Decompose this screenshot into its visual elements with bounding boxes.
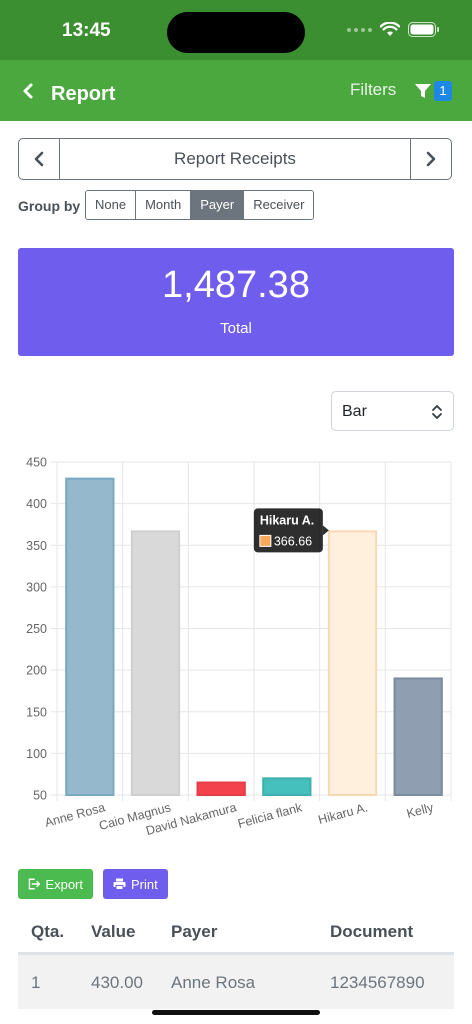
table-header: Qta. Value Payer Document [18, 912, 454, 954]
chart-type-select[interactable]: Bar [331, 391, 454, 431]
print-button[interactable]: Print [103, 869, 168, 899]
y-tick-label: 300 [26, 580, 47, 594]
tooltip-caret [322, 525, 329, 536]
receipts-table: Qta. Value Payer Document 1 430.00 Anne … [18, 912, 454, 1009]
bar-felicia-flank [262, 777, 312, 797]
previous-report-button[interactable] [19, 139, 60, 179]
select-arrows-icon [432, 405, 442, 419]
group-by-none-button[interactable]: None [86, 191, 136, 219]
report-title: Report Receipts [174, 149, 296, 168]
y-tick-label: 250 [26, 622, 47, 636]
next-report-button[interactable] [410, 139, 451, 179]
export-button[interactable]: Export [18, 869, 93, 899]
column-header-document[interactable]: Document [330, 922, 414, 941]
home-indicator [152, 1010, 320, 1015]
cell-document: 1234567890 [330, 973, 425, 992]
cell-value: 430.00 [91, 973, 143, 992]
bar-anne-rosa [65, 477, 115, 797]
cellular-signal-icon [347, 27, 372, 32]
filter-funnel-icon[interactable] [414, 83, 432, 99]
status-bar: 13:45 [0, 0, 472, 60]
column-header-qta[interactable]: Qta. [31, 922, 65, 941]
y-tick-label: 450 [26, 456, 47, 470]
x-tick-label: Kelly [405, 800, 436, 821]
nav-bar: Report Filters 1 [0, 60, 472, 121]
status-icons [347, 22, 440, 37]
tooltip-title: Hikaru A. [260, 513, 314, 527]
total-card: 1,487.38 Total [18, 248, 454, 356]
status-time: 13:45 [62, 20, 111, 41]
y-tick-label: 100 [26, 747, 47, 761]
filters-button[interactable]: Filters [350, 80, 397, 99]
printer-icon [113, 878, 126, 890]
print-label: Print [131, 876, 158, 892]
y-tick-label: 350 [26, 539, 47, 553]
battery-icon [408, 22, 439, 37]
wifi-icon [380, 22, 400, 36]
x-tick-label: Anne Rosa [43, 800, 106, 830]
column-header-value[interactable]: Value [91, 922, 136, 941]
export-label: Export [45, 876, 83, 892]
y-tick-label: 150 [26, 705, 47, 719]
group-by-payer-button[interactable]: Payer [190, 191, 244, 219]
page-title: Report [51, 83, 116, 105]
y-tick-label: 50 [33, 789, 47, 803]
x-tick-label: Hikaru A. [317, 800, 370, 827]
filter-count-badge: 1 [434, 81, 452, 101]
cell-qta: 1 [31, 973, 41, 992]
group-by-segmented-control: None Month Payer Receiver [85, 190, 315, 220]
bar-david-nakamura [196, 781, 246, 797]
chart-type-value: Bar [342, 403, 367, 420]
y-tick-label: 200 [26, 664, 47, 678]
bar-kelly [393, 677, 443, 796]
tooltip-value: 366.66 [274, 534, 312, 548]
group-by-receiver-button[interactable]: Receiver [243, 191, 314, 219]
tooltip-swatch [259, 534, 272, 547]
export-icon [28, 878, 41, 890]
x-tick-label: Felicia flank [236, 800, 304, 831]
group-by-label: Group by [18, 198, 81, 214]
chevron-right-icon [426, 151, 436, 167]
cell-payer: Anne Rosa [171, 973, 256, 992]
y-tick-label: 400 [26, 497, 47, 511]
report-selector: Report Receipts [18, 138, 452, 180]
total-amount: 1,487.38 [162, 264, 310, 306]
total-label: Total [220, 320, 252, 337]
column-header-payer[interactable]: Payer [171, 922, 218, 941]
chevron-left-icon [34, 151, 44, 167]
table-row[interactable]: 1 430.00 Anne Rosa 1234567890 [18, 954, 454, 1009]
bar-caio-magnus [130, 530, 181, 796]
back-chevron-icon[interactable] [20, 82, 36, 100]
bar-hikaru-a- [327, 530, 378, 796]
dynamic-island [167, 12, 305, 53]
group-by-month-button[interactable]: Month [135, 191, 191, 219]
